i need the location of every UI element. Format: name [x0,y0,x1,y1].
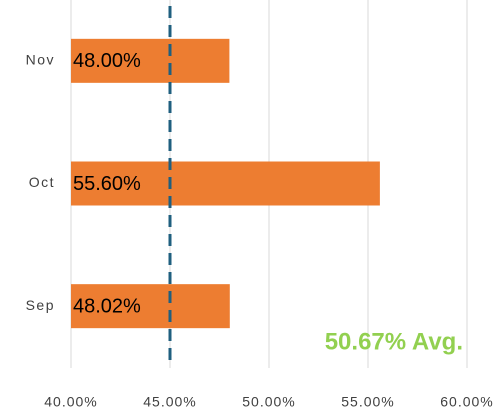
bar [71,161,380,206]
value-label: 48.00% [73,50,141,72]
annotation: 50.67% Avg. [325,328,463,355]
x-tick-label: 50.00% [242,394,295,410]
value-label: 48.02% [73,295,141,317]
bar [71,38,230,83]
value-label: 55.60% [73,173,141,195]
y-tick-label: Nov [26,52,55,68]
x-tick-label: 55.00% [341,394,394,410]
x-tick-label: 40.00% [44,394,97,410]
x-tick-label: 60.00% [440,394,493,410]
y-tick-label: Oct [29,174,55,190]
bar [71,284,230,329]
y-tick-label: Sep [26,297,55,313]
x-tick-label: 45.00% [143,394,196,410]
